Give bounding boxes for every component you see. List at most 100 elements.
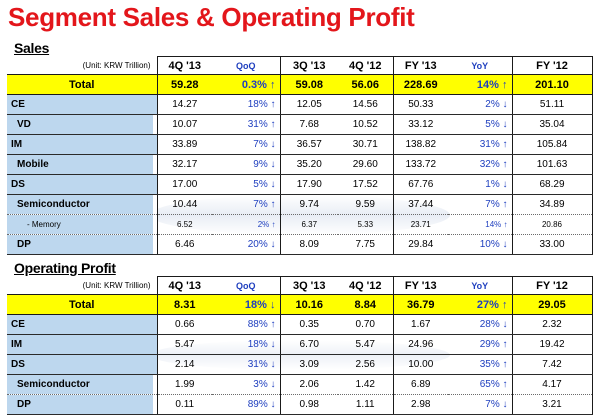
sales-cell-fy12: 33.00 — [512, 235, 592, 255]
op-cell-qoq: 88% ↑ — [212, 315, 280, 335]
op-cell-4q13: 1.99 — [157, 375, 212, 395]
op-row-label: DP — [7, 395, 157, 415]
op-cell-4q12: 0.70 — [338, 315, 393, 335]
op-cell-4q13: 0.11 — [157, 395, 212, 415]
op-cell-qoq: 18% ↓ — [212, 295, 280, 315]
op-cell-4q12: 2.56 — [338, 355, 393, 375]
op-cell-fy12: 19.42 — [512, 335, 592, 355]
sales-cell-4q12: 5.33 — [338, 215, 393, 235]
sales-cell-fy12: 68.29 — [512, 175, 592, 195]
op-cell-4q12: 5.47 — [338, 335, 393, 355]
sales-cell-4q13: 6.52 — [157, 215, 212, 235]
sales-row-label: DS — [7, 175, 157, 195]
op-cell-fy12: 4.17 — [512, 375, 592, 395]
op-cell-3q13: 3.09 — [280, 355, 338, 375]
op-cell-3q13: 0.35 — [280, 315, 338, 335]
op-cell-4q12: 1.11 — [338, 395, 393, 415]
sales-row-label: DP — [7, 235, 157, 255]
sales-col-4q13: 4Q '13 — [157, 57, 212, 75]
op-row-total: Total 8.31 18% ↓ 10.16 8.84 36.79 27% ↑ 29.05 — [7, 295, 592, 315]
sales-cell-yoy: 7% ↑ — [448, 195, 512, 215]
sales-cell-yoy: 5% ↓ — [448, 115, 512, 135]
op-cell-4q13: 5.47 — [157, 335, 212, 355]
sales-cell-fy13: 37.44 — [393, 195, 448, 215]
sales-cell-4q13: 32.17 — [157, 155, 212, 175]
sales-cell-qoq: 31% ↑ — [212, 115, 280, 135]
op-cell-fy13: 1.67 — [393, 315, 448, 335]
op-row-label: Total — [7, 295, 157, 315]
sales-cell-4q12: 10.52 — [338, 115, 393, 135]
sales-row-label: Mobile — [7, 155, 157, 175]
sales-cell-qoq: 2% ↑ — [212, 215, 280, 235]
sales-row-label: CE — [7, 95, 157, 115]
sales-cell-4q13: 14.27 — [157, 95, 212, 115]
sales-cell-fy13: 228.69 — [393, 75, 448, 95]
sales-cell-fy12: 51.11 — [512, 95, 592, 115]
sales-cell-qoq: 5% ↓ — [212, 175, 280, 195]
sales-cell-3q13: 12.05 — [280, 95, 338, 115]
sales-cell-fy13: 138.82 — [393, 135, 448, 155]
op-col-fy12: FY '12 — [512, 277, 592, 295]
op-section-label: Operating Profit — [14, 260, 116, 276]
op-row-semiconductor: Semiconductor 1.99 3% ↓ 2.06 1.42 6.89 65% ↑ 4.… — [7, 375, 592, 395]
sales-row-label-text: VD — [7, 115, 153, 134]
op-row-label: CE — [7, 315, 157, 335]
op-row-label: IM — [7, 335, 157, 355]
sales-cell-fy12: 101.63 — [512, 155, 592, 175]
sales-cell-4q13: 33.89 — [157, 135, 212, 155]
sales-cell-yoy: 14% ↑ — [448, 215, 512, 235]
sales-row-semiconductor: Semiconductor 10.44 7% ↑ 9.74 9.59 37.44 7% ↑ 3… — [7, 195, 592, 215]
sales-col-qoq: QoQ — [212, 57, 280, 75]
op-cell-4q13: 8.31 — [157, 295, 212, 315]
sales-cell-3q13: 9.74 — [280, 195, 338, 215]
sales-cell-fy13: 50.33 — [393, 95, 448, 115]
sales-cell-4q13: 17.00 — [157, 175, 212, 195]
sales-cell-yoy: 31% ↑ — [448, 135, 512, 155]
sales-cell-3q13: 59.08 — [280, 75, 338, 95]
op-cell-4q13: 0.66 — [157, 315, 212, 335]
sales-cell-fy12: 105.84 — [512, 135, 592, 155]
op-col-3q13: 3Q '13 — [280, 277, 338, 295]
sales-cell-fy12: 20.86 — [512, 215, 592, 235]
op-row-im: IM 5.47 18% ↓ 6.70 5.47 24.96 29% ↑ 19.42 — [7, 335, 592, 355]
op-cell-qoq: 89% ↓ — [212, 395, 280, 415]
op-cell-3q13: 10.16 — [280, 295, 338, 315]
sales-cell-yoy: 10% ↓ — [448, 235, 512, 255]
sales-table-body: Total 59.28 0.3% ↑ 59.08 56.06 228.69 14% ↑ 201… — [7, 75, 592, 255]
sales-row-label: Total — [7, 75, 157, 95]
op-cell-4q13: 2.14 — [157, 355, 212, 375]
sales-row-label-text: Mobile — [7, 155, 153, 174]
page-title: Segment Sales & Operating Profit — [8, 2, 415, 33]
op-unit-label: (Unit: KRW Trillion) — [7, 277, 157, 295]
sales-row-label-text: DP — [7, 235, 153, 254]
sales-cell-fy12: 201.10 — [512, 75, 592, 95]
op-cell-fy13: 36.79 — [393, 295, 448, 315]
op-cell-3q13: 2.06 — [280, 375, 338, 395]
sales-cell-fy12: 35.04 — [512, 115, 592, 135]
sales-cell-fy13: 133.72 — [393, 155, 448, 175]
sales-unit-label: (Unit: KRW Trillion) — [7, 57, 157, 75]
op-row-dp: DP 0.11 89% ↓ 0.98 1.11 2.98 7% ↓ 3.21 — [7, 395, 592, 415]
sales-row-label: - Memory — [7, 215, 157, 235]
op-cell-3q13: 0.98 — [280, 395, 338, 415]
sales-cell-yoy: 14% ↑ — [448, 75, 512, 95]
op-cell-4q12: 1.42 — [338, 375, 393, 395]
op-cell-4q12: 8.84 — [338, 295, 393, 315]
sales-col-fy12: FY '12 — [512, 57, 592, 75]
sales-cell-fy13: 23.71 — [393, 215, 448, 235]
sales-cell-yoy: 2% ↓ — [448, 95, 512, 115]
op-cell-fy12: 29.05 — [512, 295, 592, 315]
sales-cell-3q13: 35.20 — [280, 155, 338, 175]
sales-cell-qoq: 18% ↑ — [212, 95, 280, 115]
sales-cell-4q13: 10.07 — [157, 115, 212, 135]
sales-row-label: VD — [7, 115, 157, 135]
sales-col-4q12: 4Q '12 — [338, 57, 393, 75]
op-cell-fy12: 3.21 — [512, 395, 592, 415]
sales-cell-3q13: 7.68 — [280, 115, 338, 135]
op-col-4q12: 4Q '12 — [338, 277, 393, 295]
sales-cell-fy13: 67.76 — [393, 175, 448, 195]
op-table: (Unit: KRW Trillion) 4Q '13 QoQ 3Q '13 4… — [7, 276, 593, 415]
op-cell-yoy: 35% ↑ — [448, 355, 512, 375]
sales-cell-3q13: 36.57 — [280, 135, 338, 155]
op-cell-qoq: 18% ↓ — [212, 335, 280, 355]
